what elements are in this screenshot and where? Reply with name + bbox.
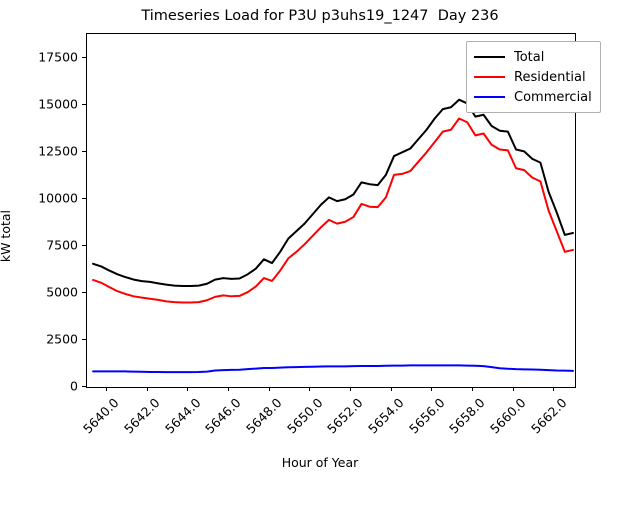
y-tick-mark [82, 56, 86, 58]
y-tick-label: 0 [70, 378, 78, 394]
chart-figure: Timeseries Load for P3U p3uhs19_1247 Day… [0, 8, 601, 470]
y-tick-mark [82, 244, 86, 246]
x-tick-mark [268, 387, 270, 391]
legend-swatch-total [474, 56, 505, 58]
x-tick-mark [390, 387, 392, 391]
y-axis-label: kW total [0, 210, 13, 263]
series-line-total [92, 98, 574, 287]
x-tick-mark [309, 387, 311, 391]
legend-item-total[interactable]: Total [474, 47, 592, 67]
x-tick-mark [349, 387, 351, 391]
series-line-residential [92, 117, 574, 304]
series-line-commercial [92, 364, 574, 374]
y-tick-label: 12500 [38, 143, 78, 159]
y-tick-mark [82, 197, 86, 199]
legend-label: Commercial [514, 89, 592, 105]
legend-item-residential[interactable]: Residential [474, 67, 592, 87]
legend-item-commercial[interactable]: Commercial [474, 87, 592, 107]
y-tick-mark [82, 291, 86, 293]
legend-label: Residential [514, 69, 586, 85]
x-tick-mark [512, 387, 514, 391]
y-tick-mark [82, 150, 86, 152]
plot-lines [92, 98, 574, 374]
x-axis-label: Hour of Year [281, 455, 359, 470]
y-tick-mark [82, 385, 86, 387]
legend-label: Total [514, 49, 545, 65]
chart-title: Timeseries Load for P3U p3uhs19_1247 Day… [141, 8, 499, 24]
legend-swatch-commercial [474, 96, 505, 98]
y-tick-mark [82, 103, 86, 105]
y-tick-label: 2500 [46, 331, 78, 347]
y-tick-label: 15000 [38, 96, 78, 112]
x-tick-mark [105, 387, 107, 391]
y-tick-label: 10000 [38, 190, 78, 206]
legend-swatch-residential [474, 76, 505, 78]
y-tick-mark [82, 338, 86, 340]
y-tick-label: 5000 [46, 284, 78, 300]
x-tick-mark [553, 387, 555, 391]
x-tick-mark [227, 387, 229, 391]
y-tick-label: 7500 [46, 237, 78, 253]
x-tick-mark [187, 387, 189, 391]
y-tick-label: 17500 [38, 49, 78, 65]
x-tick-mark [431, 387, 433, 391]
x-tick-mark [146, 387, 148, 391]
chart-legend: Total Residential Commercial [466, 41, 601, 113]
x-tick-mark [471, 387, 473, 391]
plot-area [86, 33, 576, 388]
